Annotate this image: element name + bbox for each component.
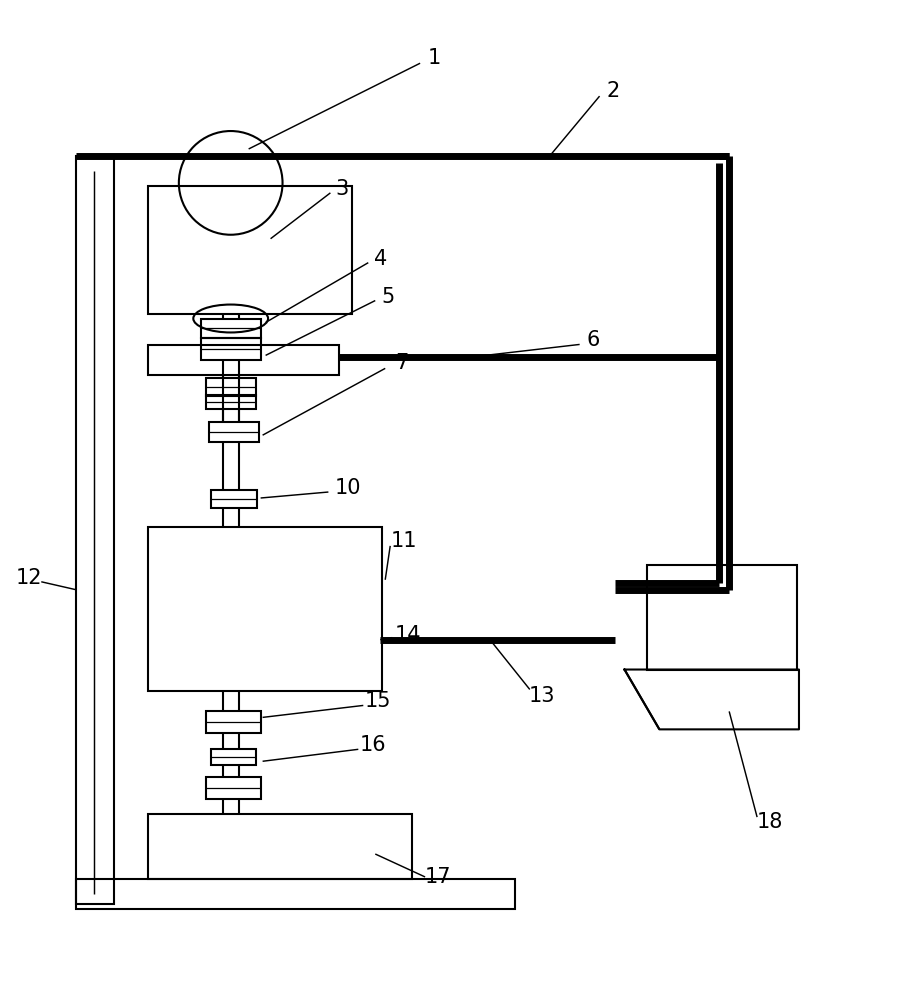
Bar [76,879,515,909]
Bar [205,378,256,396]
Bar [148,527,382,691]
Text: 6: 6 [587,330,600,350]
Bar [148,186,353,314]
Text: 11: 11 [391,531,417,551]
Bar [205,395,256,409]
Text: 7: 7 [395,353,409,373]
Text: 18: 18 [757,812,783,832]
Text: 14: 14 [395,625,422,645]
Text: 16: 16 [360,735,387,755]
Text: 1: 1 [427,48,441,68]
Bar [201,338,261,360]
Bar [148,345,339,375]
Bar [76,156,114,904]
Text: 5: 5 [381,287,395,307]
Text: 4: 4 [374,249,387,269]
Bar [211,490,257,508]
Bar [205,777,261,799]
Text: 17: 17 [425,867,451,887]
Bar [148,814,412,879]
Text: 3: 3 [336,179,349,199]
Bar [205,711,261,733]
Text: 12: 12 [16,568,42,588]
Bar [211,749,256,765]
Text: 13: 13 [529,686,555,706]
Bar [209,422,259,442]
Text: 10: 10 [335,478,362,498]
Text: 15: 15 [365,691,391,711]
Bar [647,565,797,670]
Bar [201,319,261,338]
Text: 2: 2 [607,81,620,101]
